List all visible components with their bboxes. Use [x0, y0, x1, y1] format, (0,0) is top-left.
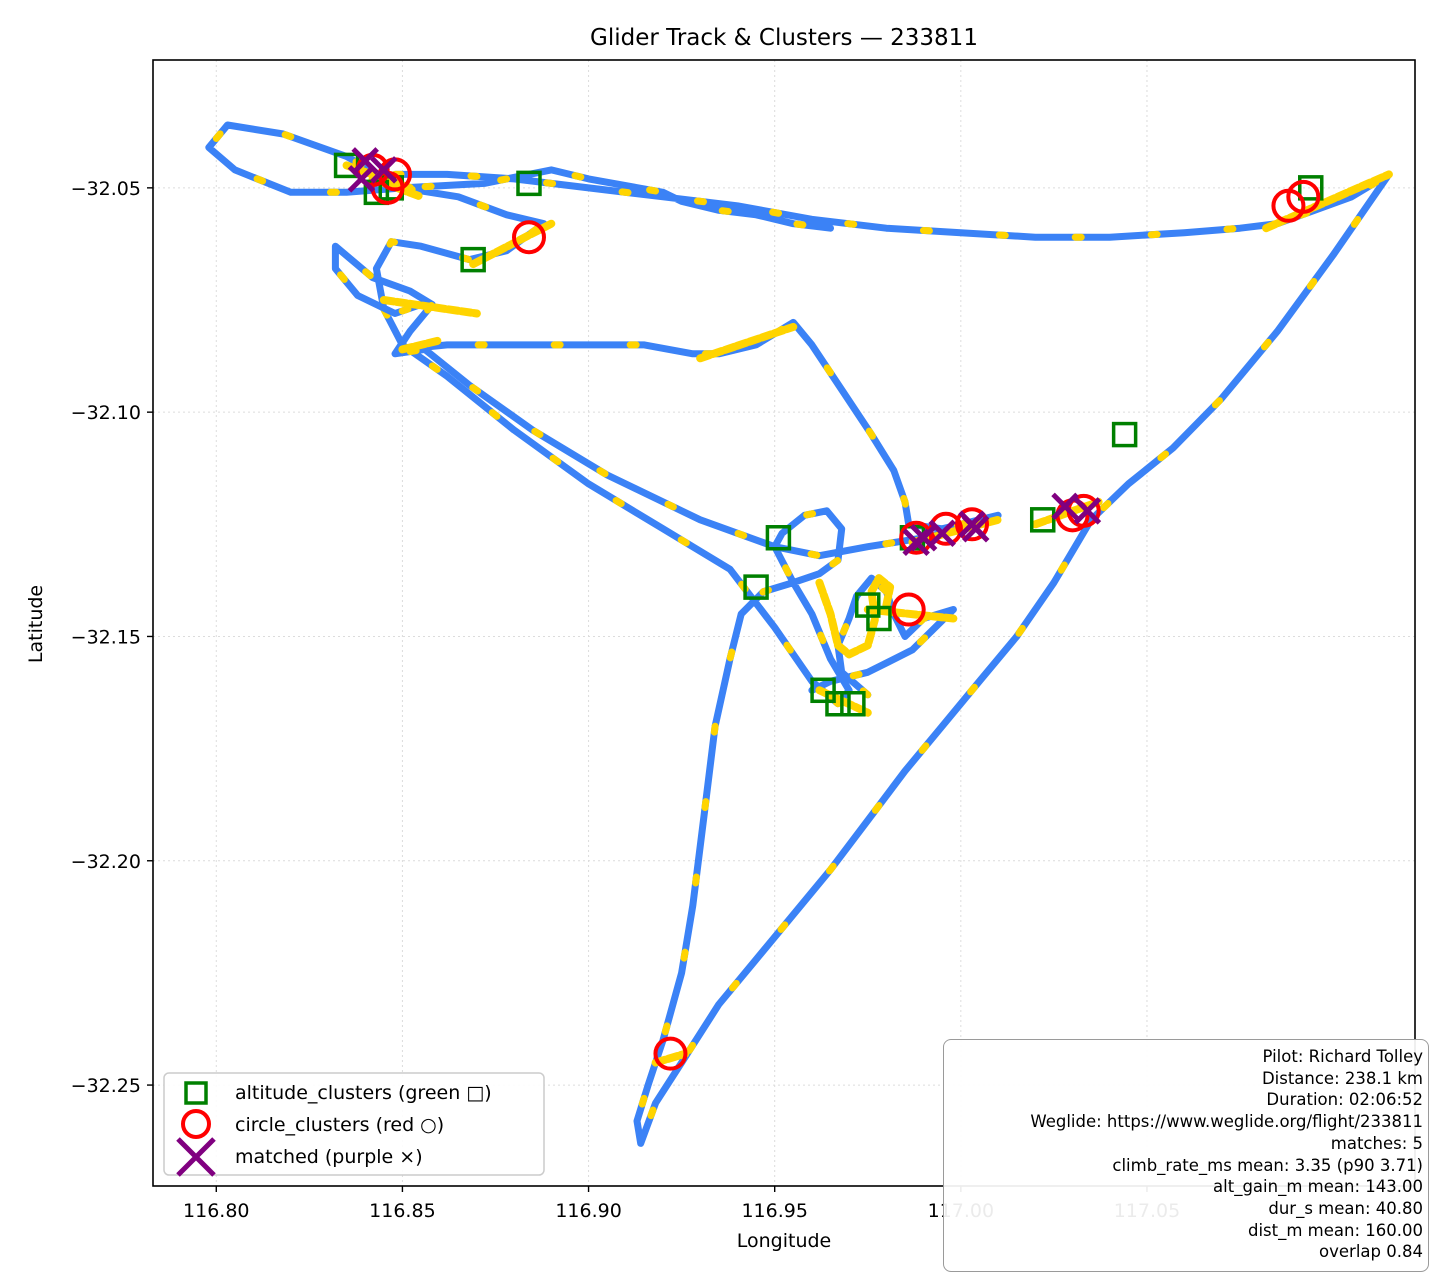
- altitude-cluster-marker: [1111, 421, 1138, 448]
- y-axis-label: Latitude: [25, 585, 47, 663]
- plot-area: [205, 121, 1393, 1147]
- stats-distance-mean: dist_m mean: 160.00: [1247, 1220, 1423, 1240]
- altitude-cluster-marker: [1029, 507, 1056, 533]
- y-tick-label: −32.15: [71, 626, 141, 648]
- y-axis: −32.05 −32.10 −32.15 −32.20 −32.25: [71, 178, 153, 1097]
- altitude-cluster-marker: [1298, 175, 1324, 201]
- climb-segment: [815, 574, 895, 659]
- circle-cluster-marker: [1286, 179, 1321, 214]
- x-axis-label: Longitude: [737, 1230, 832, 1252]
- matched-markers: [347, 147, 1102, 557]
- climb-segment: [696, 322, 798, 363]
- circle-cluster-marker: [891, 592, 926, 627]
- legend-x-icon: [176, 1137, 216, 1177]
- stats-alt-gain: alt_gain_m mean: 143.00: [1213, 1177, 1423, 1197]
- matched-marker: [347, 165, 376, 193]
- stats-matches: matches: 5: [1330, 1133, 1423, 1153]
- climb-segment: [469, 219, 556, 269]
- stats-weglide-link[interactable]: Weglide: https://www.weglide.org/flight/…: [1030, 1112, 1423, 1132]
- track-climb-dashes: [331, 242, 1002, 560]
- track-line: [331, 242, 1002, 560]
- matched-marker: [961, 515, 990, 543]
- altitude-cluster-marker: [825, 690, 851, 717]
- altitude-cluster-markers: [333, 152, 1324, 717]
- climb-segment: [398, 336, 444, 354]
- stats-distance: Distance: 238.1 km: [1261, 1068, 1423, 1088]
- altitude-cluster-marker: [743, 574, 769, 600]
- y-tick-label: −32.20: [71, 851, 141, 873]
- track-climb-dashes: [205, 121, 1393, 1147]
- altitude-cluster-marker: [363, 179, 390, 206]
- track-line: [205, 121, 1393, 1147]
- stats-duration: Duration: 02:06:52: [1266, 1090, 1423, 1110]
- y-tick-label: −32.25: [71, 1075, 141, 1097]
- x-tick-label: 116.85: [369, 1200, 435, 1222]
- circle-cluster-markers: [355, 152, 1321, 1071]
- matched-marker: [1051, 492, 1079, 521]
- climb-segment: [863, 605, 958, 623]
- y-tick-label: −32.10: [71, 402, 141, 424]
- altitude-cluster-marker: [866, 605, 892, 632]
- legend: altitude_clusters (green □) circle_clust…: [163, 1072, 545, 1177]
- altitude-cluster-marker: [460, 246, 486, 273]
- altitude-cluster-marker: [810, 677, 836, 704]
- matched-marker: [1073, 497, 1102, 525]
- stats-climb-rate: climb_rate_ms mean: 3.35 (p90 3.71): [1112, 1155, 1423, 1175]
- circle-cluster-marker: [954, 507, 989, 542]
- circle-cluster-marker: [899, 520, 934, 555]
- y-tick-label: −32.05: [71, 178, 141, 200]
- circle-cluster-marker: [653, 1036, 688, 1071]
- legend-label-matched: matched (purple ×): [235, 1146, 423, 1168]
- x-tick-label: 116.90: [555, 1200, 621, 1222]
- climb-segment: [651, 1049, 690, 1067]
- legend-label-altitude: altitude_clusters (green □): [235, 1082, 492, 1104]
- matched-marker: [909, 523, 938, 552]
- legend-circle-icon: [181, 1109, 211, 1139]
- legend-square-icon: [184, 1081, 208, 1105]
- chart-title: Glider Track & Clusters — 233811: [590, 25, 978, 51]
- legend-frame: [163, 1072, 545, 1176]
- flight-track: [205, 121, 1393, 1147]
- legend-label-circle: circle_clusters (red ○): [235, 1114, 444, 1136]
- altitude-cluster-marker: [765, 525, 792, 551]
- altitude-cluster-marker: [516, 170, 542, 197]
- flight-stats-box: Pilot: Richard Tolley Distance: 238.1 km…: [943, 1039, 1429, 1272]
- stats-duration-mean: dur_s mean: 40.80: [1268, 1198, 1423, 1218]
- axes-frame: [152, 59, 1416, 1187]
- stats-overlap: overlap 0.84: [1319, 1242, 1423, 1262]
- altitude-cluster-marker: [840, 690, 866, 717]
- matched-marker: [370, 156, 398, 184]
- circle-cluster-marker: [511, 220, 546, 255]
- stats-pilot: Pilot: Richard Tolley: [1262, 1047, 1423, 1066]
- x-tick-label: 116.80: [183, 1200, 249, 1222]
- x-tick-label: 116.95: [741, 1200, 807, 1222]
- climb-segment: [379, 296, 481, 318]
